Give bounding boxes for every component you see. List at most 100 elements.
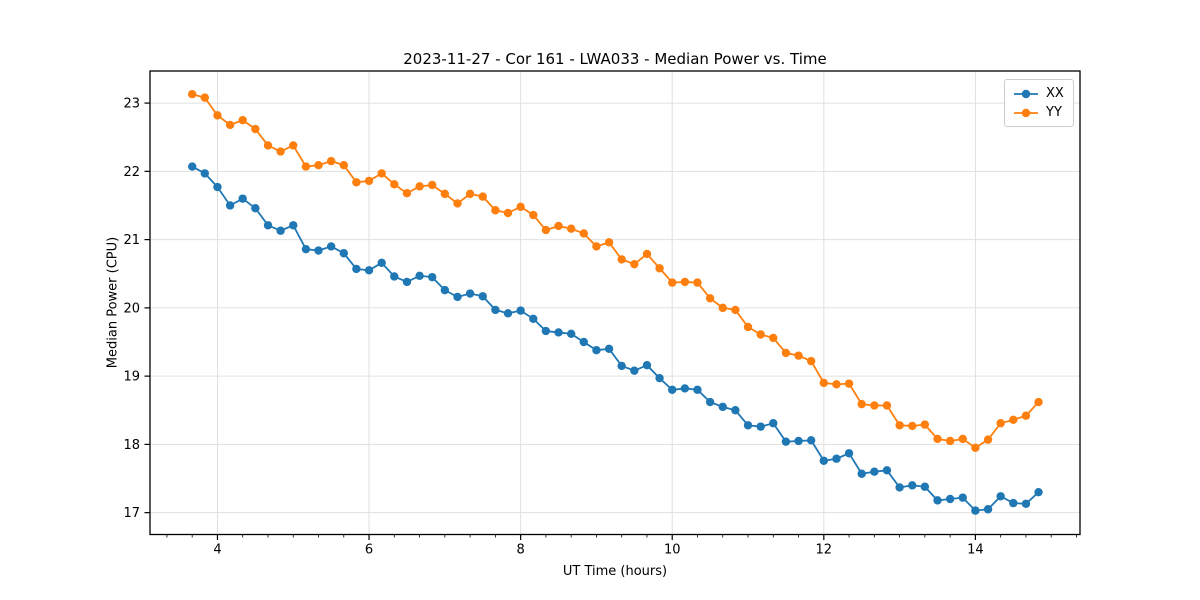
series-yy-marker <box>870 401 879 410</box>
series-yy-marker <box>554 221 563 231</box>
y-tick-label: 21 <box>123 233 140 248</box>
series-yy-marker <box>895 421 904 430</box>
y-tick-label: 18 <box>123 438 140 453</box>
series-xx-marker <box>794 436 803 446</box>
series-yy-marker <box>693 278 702 287</box>
series-xx-marker <box>743 421 753 430</box>
series-yy-marker <box>213 111 222 120</box>
series-yy-marker <box>920 420 930 429</box>
legend-item-yy: YY <box>1005 103 1073 122</box>
series-xx-marker <box>516 306 525 315</box>
series-xx-marker <box>604 344 614 354</box>
series-yy-marker <box>705 294 715 303</box>
series-xx-marker <box>339 249 349 258</box>
series-xx-marker <box>491 305 500 315</box>
series-yy-marker <box>844 379 854 388</box>
series-yy-marker <box>1009 415 1018 425</box>
series-xx-marker <box>642 361 652 370</box>
series-yy-marker <box>326 156 336 166</box>
series-xx-marker <box>301 244 311 254</box>
series-xx-marker <box>844 449 854 458</box>
legend-line-marker-icon <box>1014 89 1038 98</box>
series-yy-marker <box>819 378 829 388</box>
series-yy-marker <box>668 278 677 287</box>
legend-item-xx: XX <box>1005 84 1073 103</box>
series-yy-marker <box>579 229 588 238</box>
series-yy-marker <box>427 180 437 190</box>
series-xx-marker <box>529 314 538 323</box>
series-yy-marker <box>238 115 247 125</box>
series-xx-marker <box>352 264 361 274</box>
x-tick-label: 6 <box>365 543 373 558</box>
series-yy-marker <box>314 161 323 170</box>
series-xx-marker <box>933 496 942 505</box>
series-yy-marker <box>402 188 412 198</box>
series-yy-marker <box>1021 411 1031 420</box>
series-xx-marker <box>668 385 677 394</box>
series-xx-marker <box>996 492 1005 501</box>
series-yy-marker <box>516 202 525 212</box>
series-xx-marker <box>781 437 791 446</box>
series-xx-marker <box>440 285 450 295</box>
series-xx-marker <box>870 467 879 476</box>
series-yy-marker <box>529 210 538 220</box>
x-tick-label: 12 <box>816 543 833 558</box>
series-xx-marker <box>541 326 551 336</box>
series-yy-marker <box>200 93 209 102</box>
series-xx-marker <box>326 242 336 251</box>
series-xx-marker <box>819 456 829 465</box>
series-xx-marker <box>453 292 462 302</box>
series-yy-marker <box>983 435 993 444</box>
legend-label-yy: YY <box>1046 105 1062 120</box>
series-xx-marker <box>566 329 576 339</box>
series-yy-marker <box>731 305 740 315</box>
series-xx-marker <box>415 271 424 280</box>
series-yy-marker <box>364 176 374 186</box>
y-tick-label: 17 <box>123 506 140 521</box>
series-xx-marker <box>263 221 273 230</box>
series-yy-marker <box>718 303 727 313</box>
series-xx-marker <box>958 493 967 502</box>
x-axis-label: UT Time (hours) <box>562 564 668 579</box>
series-xx-marker <box>377 258 386 268</box>
series-xx-marker <box>238 194 247 203</box>
series-yy-marker <box>781 348 791 358</box>
x-tick-label: 10 <box>664 543 681 558</box>
series-yy-marker <box>339 161 349 170</box>
series-xx-marker <box>390 272 399 281</box>
series-xx-marker <box>882 466 892 475</box>
series-xx-marker <box>1034 487 1043 497</box>
series-xx-marker <box>655 373 664 383</box>
series-xx-marker <box>225 201 235 210</box>
series-yy-marker <box>642 249 652 259</box>
legend-line-marker-icon <box>1014 108 1038 117</box>
series-yy-marker <box>971 443 980 453</box>
series-xx-marker <box>579 337 588 347</box>
x-tick-label: 8 <box>516 543 524 558</box>
x-tick-label: 14 <box>967 543 984 558</box>
series-yy-marker <box>1034 397 1043 407</box>
series-xx-marker <box>592 345 601 355</box>
series-xx-marker <box>402 277 412 287</box>
series-xx-marker <box>314 246 323 255</box>
series-xx-marker <box>364 266 374 275</box>
series-xx-marker <box>705 397 715 407</box>
series-yy-marker <box>289 141 298 150</box>
series-yy-marker <box>604 238 614 247</box>
series-yy-marker <box>251 124 260 134</box>
series-yy-marker <box>188 90 197 99</box>
series-xx-marker <box>1009 498 1018 508</box>
series-xx-marker <box>680 384 690 393</box>
series-xx-marker <box>983 505 993 514</box>
series-yy-marker <box>541 225 551 235</box>
series-xx-marker <box>693 385 702 394</box>
series-xx-marker <box>427 272 437 282</box>
series-yy-marker <box>806 356 816 366</box>
y-tick-label: 20 <box>123 301 140 316</box>
series-yy-marker <box>743 322 753 332</box>
series-xx-marker <box>908 481 917 490</box>
series-xx-line <box>191 165 1040 512</box>
series-xx-marker <box>769 419 778 428</box>
series-yy-marker <box>301 162 311 171</box>
